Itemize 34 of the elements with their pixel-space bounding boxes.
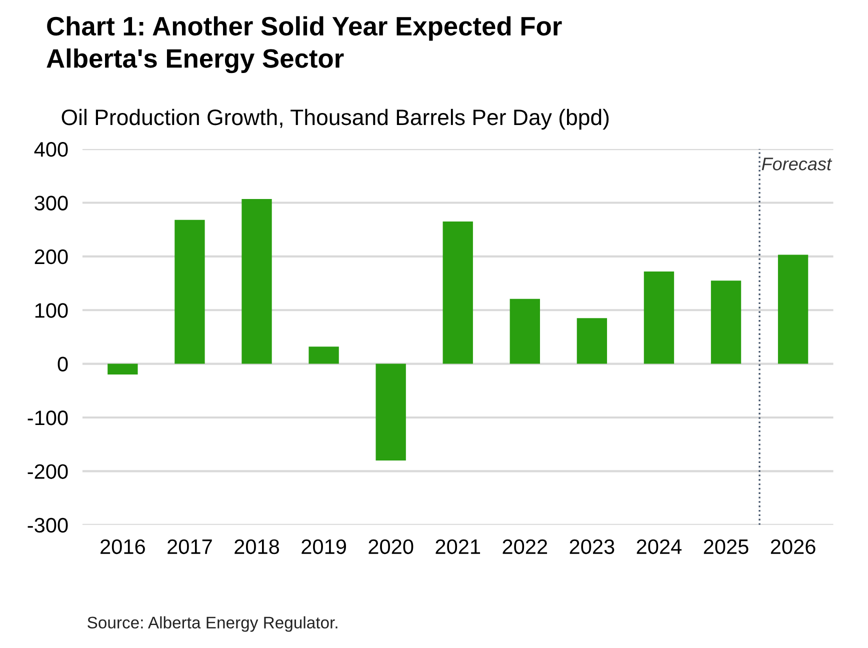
x-tick-label: 2026 xyxy=(770,539,816,554)
x-tick-label: 2018 xyxy=(234,539,280,554)
x-tick-label: 2025 xyxy=(704,539,748,554)
y-tick-label: -100 xyxy=(28,410,68,426)
x-tick-label: 2020 xyxy=(368,539,414,554)
bar xyxy=(576,318,608,364)
bar xyxy=(510,298,540,364)
x-tick-label: 2019 xyxy=(302,539,346,554)
chart-title: Chart 1: Another Solid Year Expected For Alberta's Energy Sector xyxy=(46,16,562,74)
x-tick-label: 2021 xyxy=(436,539,480,554)
bar xyxy=(376,364,406,460)
y-tick-label: 400 xyxy=(34,142,68,157)
x-tick-label: 2016 xyxy=(100,539,145,554)
x-tick-label: 2022 xyxy=(502,539,548,554)
bar xyxy=(108,364,138,375)
ref-line-label: Forecast xyxy=(762,158,832,170)
y-tick-label: -300 xyxy=(28,518,68,533)
y-tick-label: 200 xyxy=(34,249,68,264)
y-tick-label: 100 xyxy=(35,303,68,318)
bar xyxy=(710,280,742,364)
bar xyxy=(442,222,473,364)
x-tick-label: 2017 xyxy=(168,539,212,554)
source-note: Source: Alberta Energy Regulator. xyxy=(88,616,338,632)
bar xyxy=(242,198,272,364)
bar xyxy=(174,220,205,364)
bar xyxy=(644,271,674,364)
chart-subtitle: Oil Production Growth, Thousand Barrels Per Day (bpd) xyxy=(62,108,609,130)
x-tick-label: 2024 xyxy=(636,539,682,554)
x-tick-label: 2023 xyxy=(570,539,614,554)
bar xyxy=(778,254,808,364)
y-tick-label: 0 xyxy=(58,356,68,372)
y-tick-label: 300 xyxy=(34,196,68,210)
y-tick-label: -200 xyxy=(28,464,68,479)
bar xyxy=(308,346,339,364)
